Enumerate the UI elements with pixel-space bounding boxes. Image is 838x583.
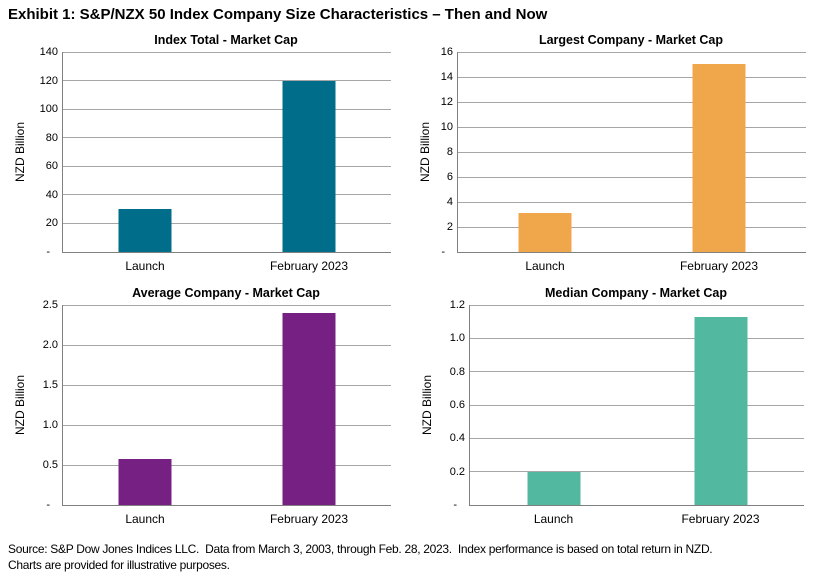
gridline: [63, 344, 391, 346]
x-tick-label: February 2023: [681, 512, 760, 526]
x-tick-label: February 2023: [269, 259, 349, 273]
chart-average-company-market-cap: Average Company - Market Cap NZD Billion…: [0, 283, 419, 536]
y-axis-label: NZD Billion: [13, 121, 27, 183]
y-tick-label: 6: [446, 171, 453, 183]
y-tick-label: 10: [440, 121, 453, 133]
bar-february-2023: [282, 81, 336, 252]
y-tick-label: 2: [446, 221, 453, 233]
y-tick-label: 1.0: [42, 419, 58, 431]
x-tick-label: Launch: [533, 512, 574, 526]
gridline: [63, 222, 391, 224]
y-tick-label: -: [46, 246, 50, 258]
y-tick-label: 4: [446, 196, 453, 208]
chart-title: Average Company - Market Cap: [132, 286, 320, 300]
y-tick-label: 1.0: [449, 332, 465, 345]
y-tick-label: 16: [440, 46, 453, 58]
gridline: [458, 126, 806, 128]
y-axis-label: NZD Billion: [420, 374, 434, 436]
bar-february-2023: [692, 64, 746, 252]
x-tick-label: Launch: [525, 259, 565, 273]
y-tick-label: 0.8: [449, 365, 465, 378]
x-tick-label: Launch: [125, 512, 165, 526]
bar-february-2023: [694, 317, 747, 505]
chart-index-total-market-cap: Index Total - Market Cap NZD Billion Lau…: [0, 30, 419, 283]
gridline: [63, 424, 391, 426]
y-tick-label: 8: [446, 146, 453, 158]
gridline: [458, 76, 806, 78]
chart-largest-company-market-cap: Largest Company - Market Cap NZD Billion…: [418, 30, 838, 283]
y-tick-label: 120: [39, 74, 58, 87]
y-tick-label: 60: [45, 160, 58, 173]
y-tick-label: 1.2: [449, 299, 465, 311]
gridline: [458, 51, 806, 53]
y-tick-label: 20: [45, 217, 58, 230]
y-tick-label: 2.5: [42, 299, 58, 311]
gridline: [63, 464, 391, 466]
plot-area: Launch February 2023 - 0.5 1.0 1.5 2.0 2.5: [43, 299, 391, 526]
gridline: [458, 101, 806, 103]
bar-february-2023: [282, 313, 336, 505]
y-tick-label: -: [453, 499, 457, 511]
y-tick-label: 140: [39, 46, 58, 58]
y-tick-label: 12: [440, 96, 453, 108]
gridline: [470, 337, 804, 339]
gridline: [63, 165, 391, 167]
y-tick-label: 14: [440, 71, 453, 83]
y-tick-label: -: [46, 499, 50, 511]
plot-area: Launch February 2023 - 20 40 60 80 100 120 140: [40, 46, 391, 273]
y-tick-label: 0.6: [449, 399, 465, 411]
gridline: [458, 226, 806, 228]
gridline: [63, 137, 391, 139]
gridline: [458, 151, 806, 153]
y-tick-label: 100: [39, 103, 58, 116]
gridline: [470, 471, 804, 473]
exhibit-title: Exhibit 1: S&P/NZX 50 Index Company Size…: [8, 6, 548, 23]
bar-launch: [118, 209, 172, 252]
x-tick-label: Launch: [125, 259, 165, 273]
y-tick-label: 0.5: [42, 459, 58, 471]
bar-launch: [118, 459, 172, 505]
gridline: [470, 304, 804, 306]
chart-title: Largest Company - Market Cap: [538, 33, 724, 47]
gridline: [63, 108, 391, 110]
chart-title: Index Total - Market Cap: [154, 33, 298, 47]
chart-title: Median Company - Market Cap: [545, 286, 727, 300]
plot-area: Launch February 2023 - 2 4 6 8 10 12 14 16: [441, 46, 806, 273]
gridline: [458, 176, 806, 178]
y-axis-label: NZD Billion: [418, 121, 432, 183]
y-tick-label: 80: [45, 131, 58, 144]
footer-line-2: Charts are provided for illustrative pur…: [8, 558, 230, 572]
gridline: [63, 384, 391, 386]
gridline: [470, 404, 804, 406]
y-tick-label: -: [441, 246, 445, 258]
bar-launch: [527, 472, 580, 505]
gridline: [63, 194, 391, 196]
footer-line-1: Source: S&P Dow Jones Indices LLC. Data …: [8, 542, 713, 556]
bar-launch: [518, 213, 572, 252]
gridline: [458, 201, 806, 203]
gridline: [63, 51, 391, 53]
y-tick-label: 0.4: [449, 432, 465, 445]
y-tick-label: 0.2: [449, 465, 465, 478]
gridline: [470, 437, 804, 439]
gridline: [63, 304, 391, 306]
y-axis-label: NZD Billion: [13, 374, 27, 436]
y-tick-label: 2.0: [42, 339, 58, 351]
gridline: [63, 80, 391, 82]
y-tick-label: 40: [45, 188, 58, 201]
x-tick-label: February 2023: [269, 512, 349, 526]
plot-area: Launch February 2023 - 0.2 0.4 0.6 0.8 1.0 1.2: [450, 299, 804, 526]
gridline: [470, 371, 804, 373]
y-tick-label: 1.5: [42, 379, 58, 391]
chart-median-company-market-cap: Median Company - Market Cap NZD Billion …: [419, 283, 838, 536]
x-tick-label: February 2023: [679, 259, 759, 273]
footer-source-note: Source: S&P Dow Jones Indices LLC. Data …: [8, 541, 713, 573]
